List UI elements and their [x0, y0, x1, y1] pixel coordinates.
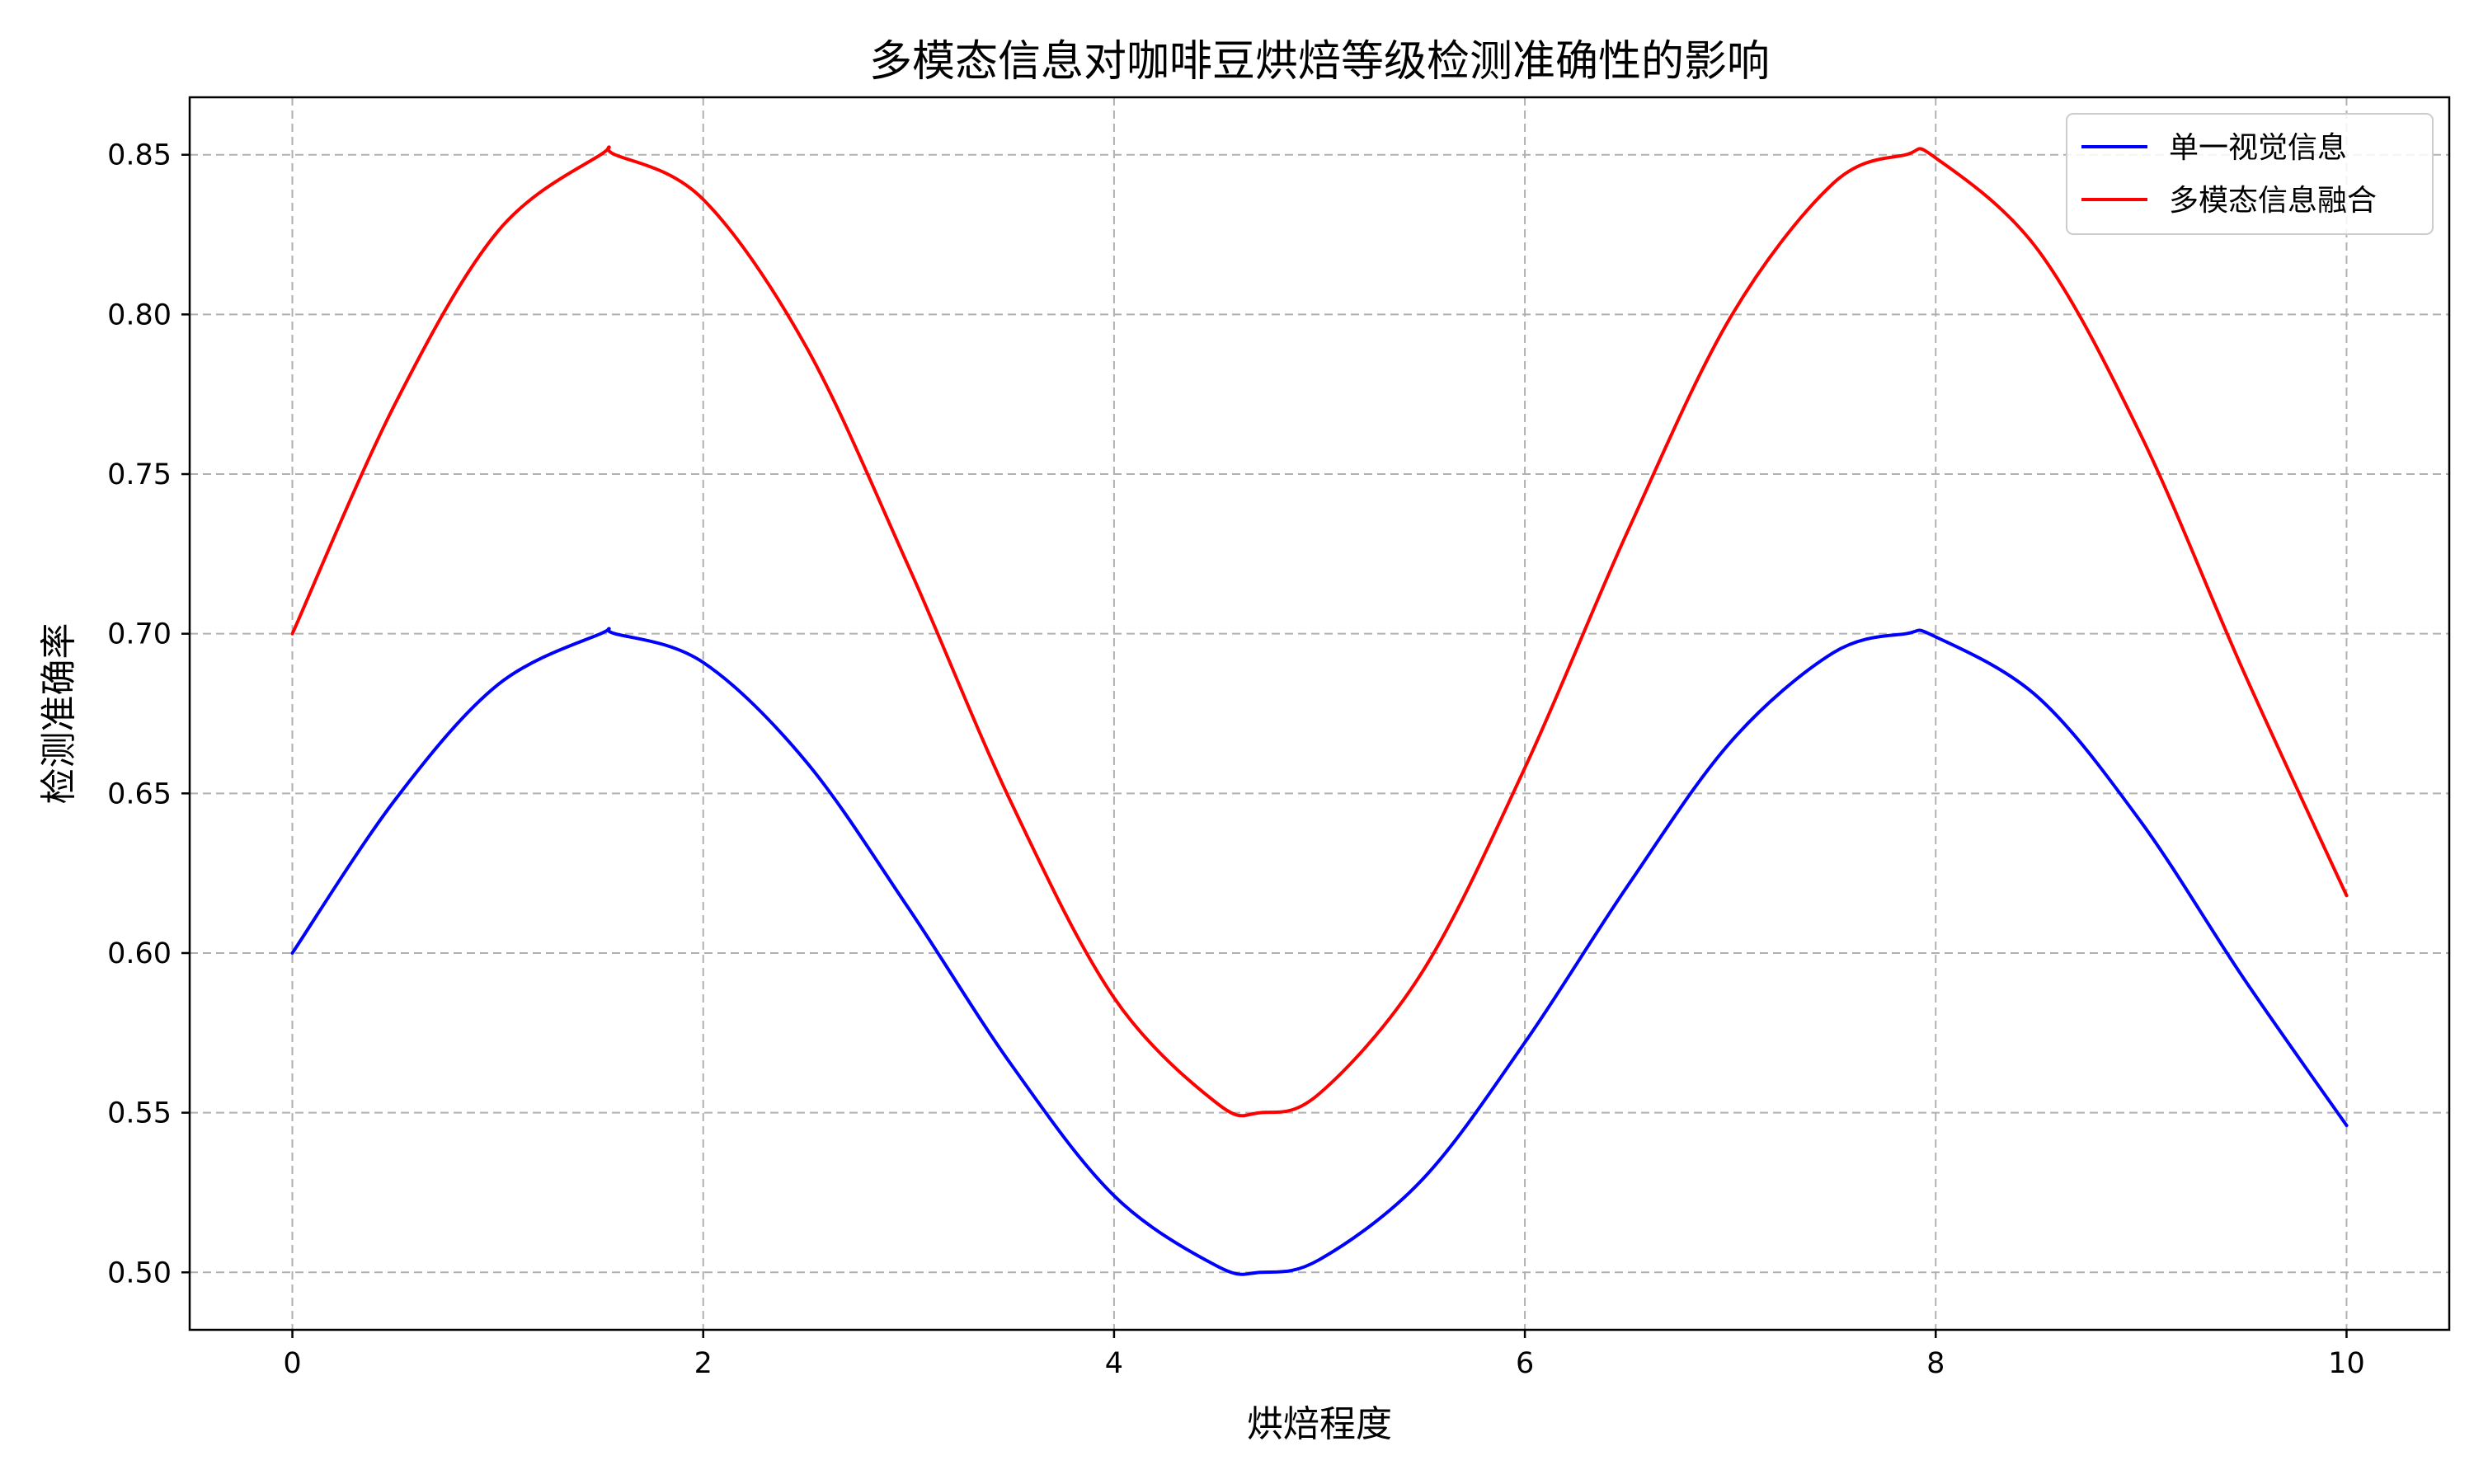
y-tick-label: 0.85 [107, 139, 172, 172]
tick-layer: 0 2 4 6 8 10 0.50 0.55 0.60 0.65 0.70 0.75 0.80 0.85 [107, 139, 2365, 1380]
legend-label: 多模态信息融合 [2169, 184, 2377, 218]
x-tick-label: 6 [1516, 1347, 1534, 1380]
series-layer [290, 145, 2349, 1276]
x-tick-label: 4 [1105, 1347, 1123, 1380]
x-tick-label: 2 [694, 1347, 713, 1380]
y-axis-label: 检测准确率 [38, 623, 80, 805]
x-tick-label: 0 [283, 1347, 301, 1380]
y-tick-label: 0.60 [107, 937, 172, 970]
x-tick-label: 8 [1926, 1347, 1945, 1380]
y-tick-label: 0.65 [107, 777, 172, 810]
series-line-2 [290, 145, 2349, 1118]
legend-box [2066, 113, 2434, 235]
y-tick-label: 0.70 [107, 618, 172, 651]
plot-frame [188, 96, 2451, 1331]
y-tick-label: 0.55 [107, 1097, 172, 1130]
y-tick-label: 0.80 [107, 298, 172, 331]
grid-layer [190, 97, 2449, 1330]
x-tick-label: 10 [2328, 1347, 2365, 1380]
y-tick-label: 0.75 [107, 458, 172, 491]
y-tick-label: 0.50 [107, 1256, 172, 1289]
legend-label: 单一视觉信息 [2169, 131, 2347, 165]
series-line-1 [290, 627, 2349, 1276]
chart-title: 多模态信息对咖啡豆烘焙等级检测准确性的影响 [869, 37, 1770, 87]
x-axis-label: 烘焙程度 [1247, 1403, 1392, 1445]
